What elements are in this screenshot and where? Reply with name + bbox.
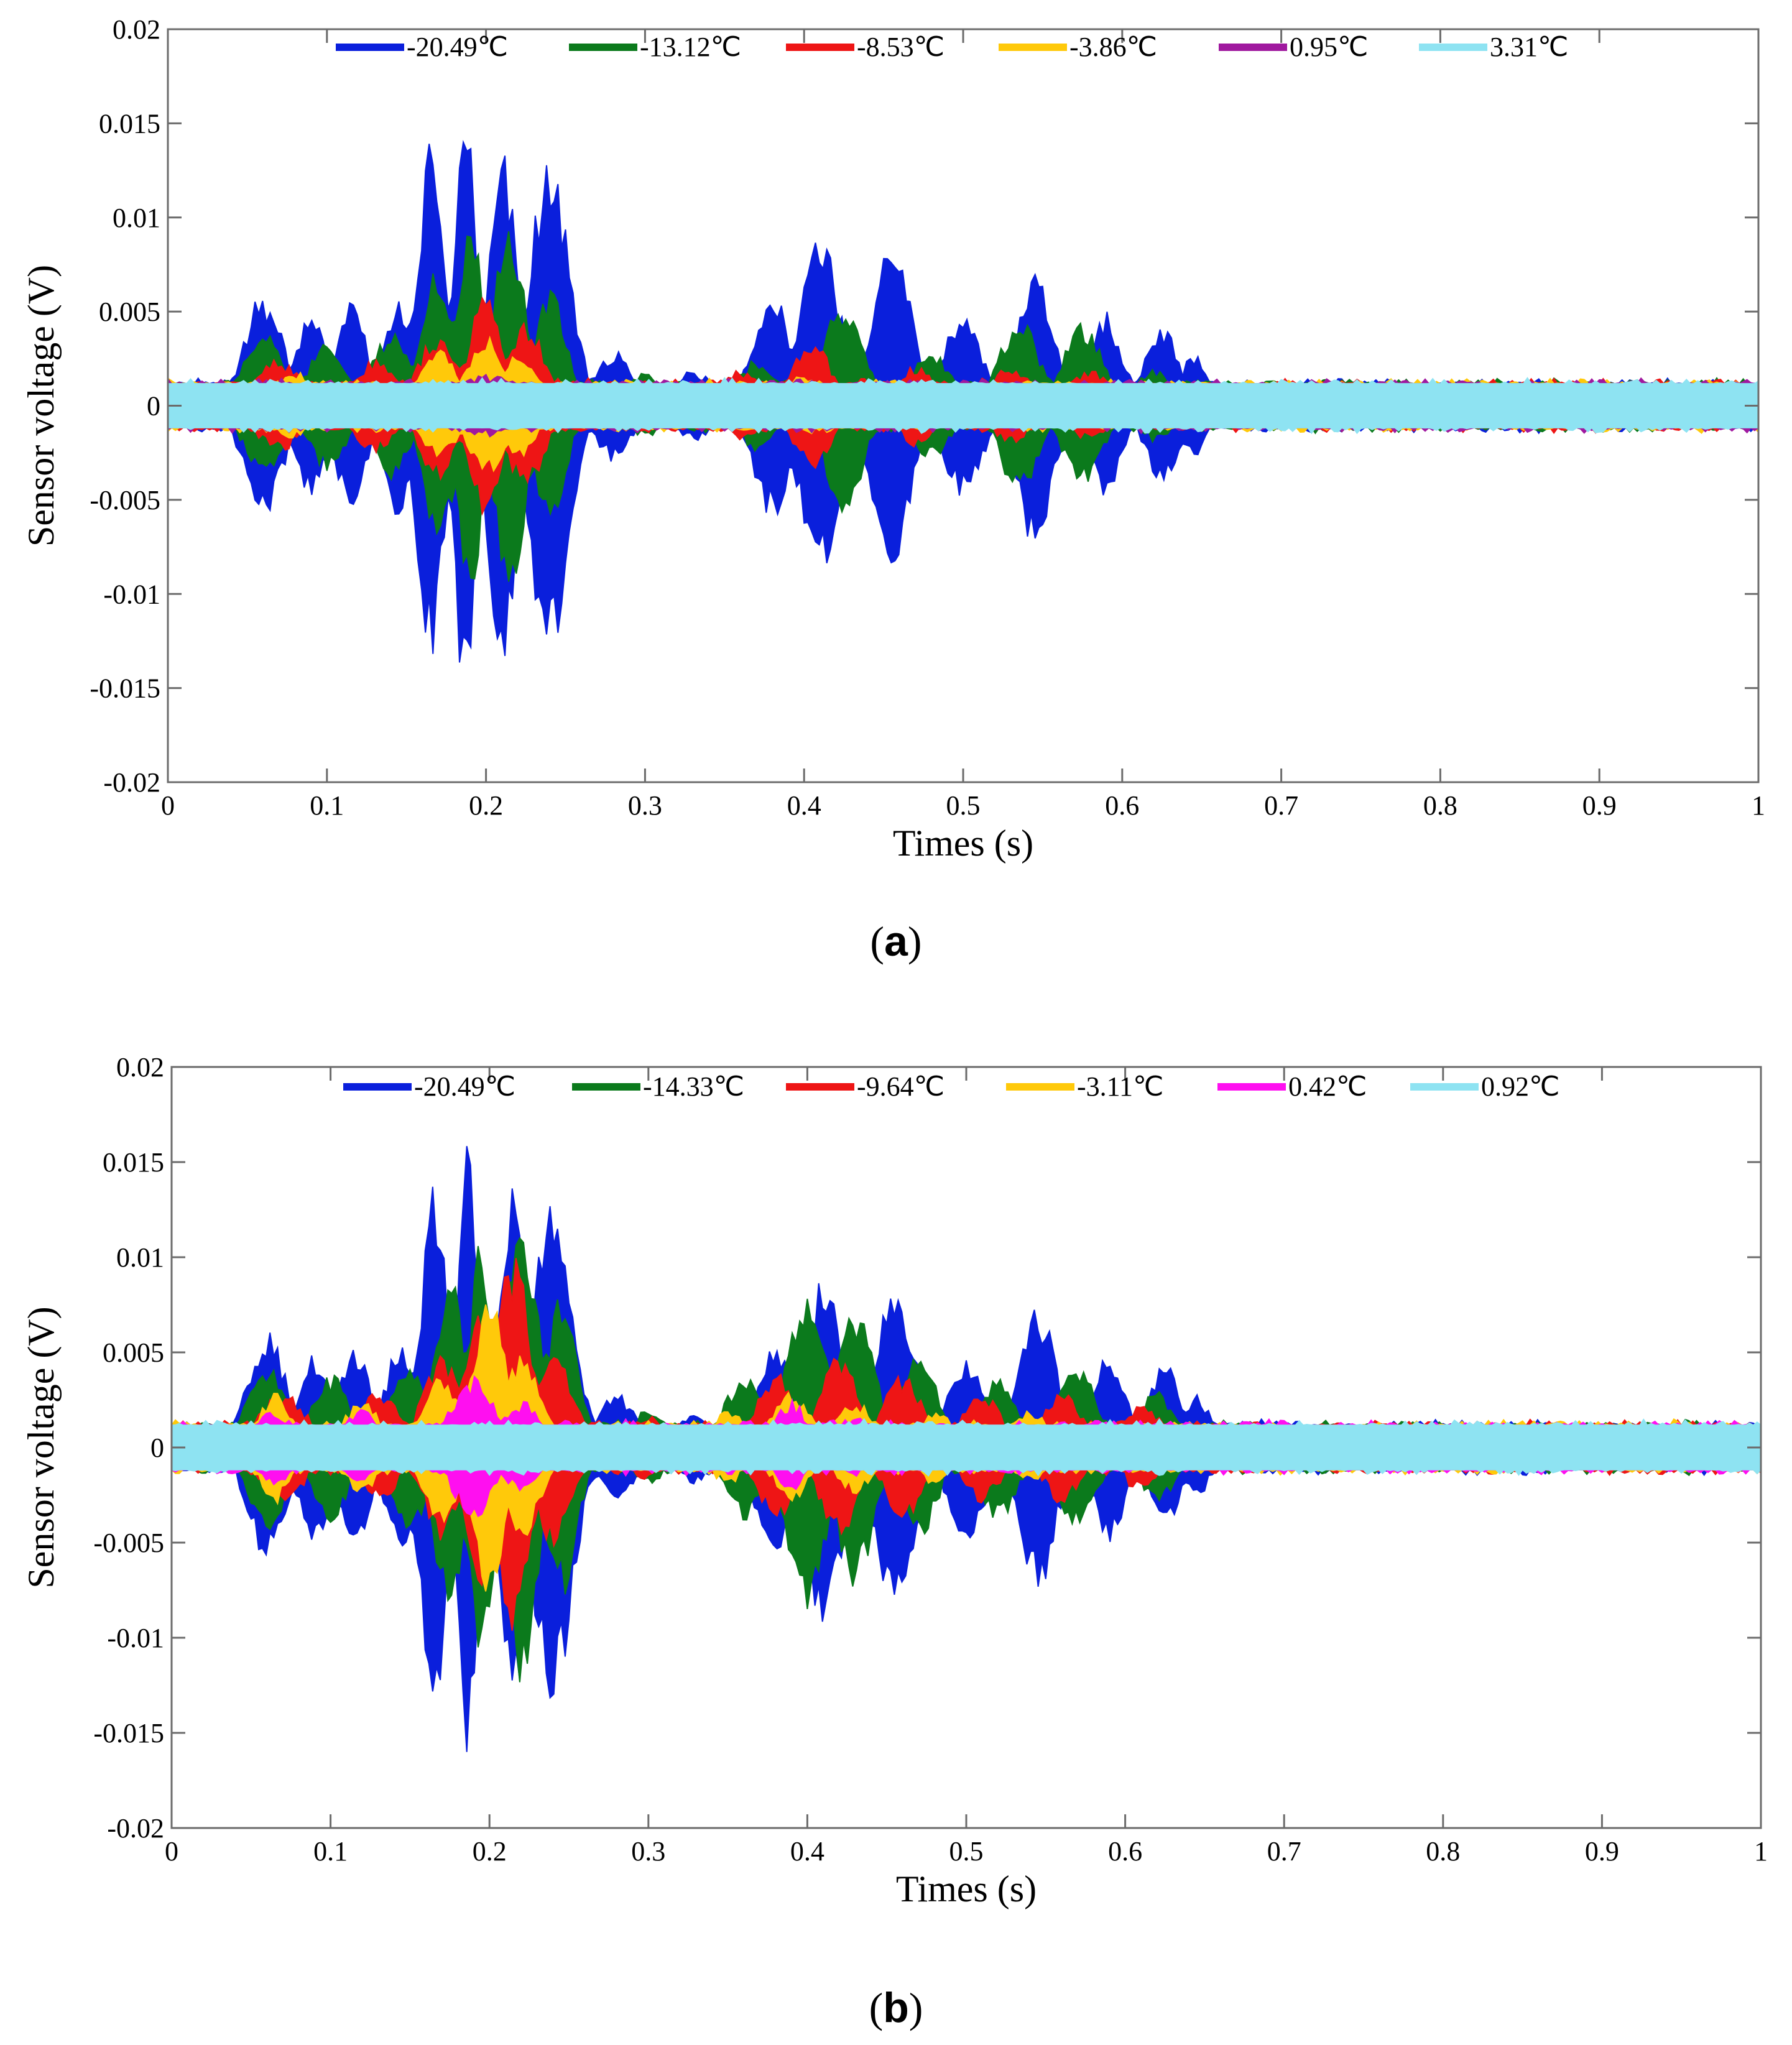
legend-label: -13.12℃ <box>640 32 741 62</box>
x-tick-label: 0.8 <box>1423 790 1457 821</box>
legend-label: 0.42℃ <box>1288 1071 1367 1102</box>
x-tick-label: 0.3 <box>631 1836 665 1867</box>
x-tick-label: 0.4 <box>787 790 821 821</box>
x-tick-label: 0.7 <box>1264 790 1298 821</box>
legend-item: -3.11℃ <box>1006 1071 1163 1102</box>
y-tick-label: 0 <box>150 1433 164 1463</box>
legend-label: -20.49℃ <box>414 1071 515 1102</box>
caption-b: (b) <box>869 1984 923 2031</box>
caption-a: (a) <box>870 918 922 965</box>
legend-item: -14.33℃ <box>572 1071 744 1102</box>
x-tick-label: 0.8 <box>1426 1836 1460 1867</box>
legend-item: 3.31℃ <box>1419 32 1568 62</box>
legend-label: -9.64℃ <box>857 1071 944 1102</box>
chart-panel-a: 0 0.1 0.2 0.3 0.4 0.5 0.6 0.7 0.8 0.9 1 -0.02 -0.015… <box>21 14 1765 965</box>
legend-item: 0.42℃ <box>1217 1071 1367 1102</box>
x-tick-label: 0.1 <box>313 1836 348 1867</box>
x-tick-label: 1 <box>1754 1836 1768 1867</box>
y-tick-label: -0.005 <box>90 485 160 515</box>
x-tick-label: 0.7 <box>1267 1836 1301 1867</box>
legend-label: -3.86℃ <box>1069 32 1157 62</box>
x-tick-label: 0.1 <box>310 790 344 821</box>
x-axis-label: Times (s) <box>893 823 1033 864</box>
x-tick-label: 0.5 <box>946 790 981 821</box>
legend-item: -8.53℃ <box>786 32 944 62</box>
x-tick-label: 0.6 <box>1105 790 1139 821</box>
legend-item: -20.49℃ <box>336 32 508 62</box>
x-tick-label: 0 <box>165 1836 178 1867</box>
legend-item: 0.92℃ <box>1410 1071 1559 1102</box>
y-tick-label: 0.005 <box>103 1337 164 1368</box>
chart-b-svg: 0 0.1 0.2 0.3 0.4 0.5 0.6 0.7 0.8 0.9 1 -0.02 -0.015… <box>21 1052 1768 1909</box>
legend-item: 0.95℃ <box>1219 32 1368 62</box>
x-tick-label: 0.5 <box>949 1836 984 1867</box>
y-tick-label: 0.005 <box>99 297 160 327</box>
y-tick-label: 0.015 <box>99 108 160 139</box>
legend-label: -3.11℃ <box>1077 1071 1163 1102</box>
axes: 0 0.1 0.2 0.3 0.4 0.5 0.6 0.7 0.8 0.9 1 -0.02 -0.015… <box>93 1052 1768 1867</box>
legend-item: -3.86℃ <box>999 32 1157 62</box>
legend-item: -13.12℃ <box>569 32 741 62</box>
series-6 <box>168 377 1758 435</box>
y-tick-label: 0.01 <box>113 203 160 233</box>
series-6 <box>172 1418 1761 1477</box>
y-tick-label: 0.02 <box>113 14 160 45</box>
legend-label: -14.33℃ <box>643 1071 744 1102</box>
caption-b-label: b <box>883 1984 909 2031</box>
y-tick-label: 0.01 <box>116 1242 164 1273</box>
signals <box>168 139 1758 663</box>
x-tick-label: 0.3 <box>628 790 662 821</box>
legend: -20.49℃ -14.33℃ -9.64℃ -3.11℃ 0.42℃ 0.92℃ <box>343 1071 1559 1102</box>
legend-label: -8.53℃ <box>857 32 944 62</box>
y-tick-label: -0.015 <box>93 1718 164 1748</box>
legend-label: 3.31℃ <box>1490 32 1568 62</box>
legend-item: -9.64℃ <box>786 1071 944 1102</box>
x-tick-label: 0.6 <box>1108 1836 1142 1867</box>
signals <box>172 1146 1761 1752</box>
legend-label: -20.49℃ <box>407 32 508 62</box>
axes: 0 0.1 0.2 0.3 0.4 0.5 0.6 0.7 0.8 0.9 1 -0.02 -0.015… <box>90 14 1765 821</box>
x-tick-label: 0.9 <box>1585 1836 1619 1867</box>
caption-a-label: a <box>884 918 908 965</box>
y-tick-label: 0.015 <box>103 1147 164 1178</box>
y-axis-label: Sensor voltage (V) <box>21 265 62 547</box>
x-tick-label: 0 <box>161 790 175 821</box>
y-tick-label: 0 <box>147 391 160 422</box>
y-axis-label: Sensor voltage (V) <box>21 1306 62 1588</box>
legend-label: 0.92℃ <box>1481 1071 1559 1102</box>
chart-a-svg: 0 0.1 0.2 0.3 0.4 0.5 0.6 0.7 0.8 0.9 1 -0.02 -0.015… <box>21 14 1765 864</box>
x-tick-label: 0.4 <box>790 1836 824 1867</box>
y-tick-label: -0.02 <box>103 767 160 798</box>
legend-item: -20.49℃ <box>343 1071 515 1102</box>
x-tick-label: 0.2 <box>469 790 503 821</box>
y-tick-label: -0.01 <box>107 1623 164 1653</box>
y-tick-label: -0.02 <box>107 1813 164 1844</box>
x-tick-label: 0.2 <box>473 1836 507 1867</box>
y-tick-label: -0.005 <box>93 1528 164 1558</box>
x-tick-label: 0.9 <box>1582 790 1617 821</box>
x-tick-label: 1 <box>1752 790 1765 821</box>
y-tick-label: -0.015 <box>90 673 160 704</box>
x-axis-label: Times (s) <box>896 1868 1037 1909</box>
chart-panel-b: 0 0.1 0.2 0.3 0.4 0.5 0.6 0.7 0.8 0.9 1 -0.02 -0.015… <box>0 1023 1792 2045</box>
legend: -20.49℃ -13.12℃ -8.53℃ -3.86℃ 0.95℃ 3.31℃ <box>336 32 1568 62</box>
y-tick-label: -0.01 <box>103 579 160 609</box>
y-tick-label: 0.02 <box>116 1052 164 1083</box>
legend-label: 0.95℃ <box>1290 32 1368 62</box>
